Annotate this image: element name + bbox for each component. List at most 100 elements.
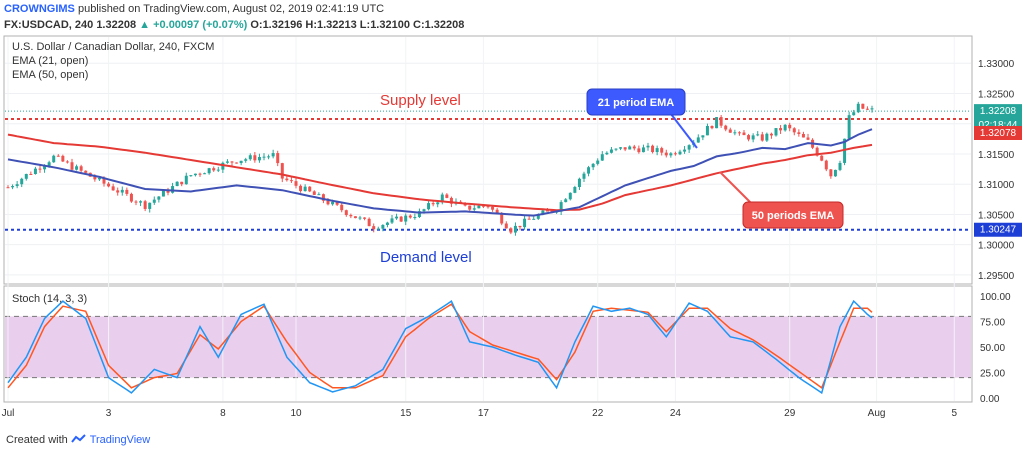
- supply-level-label: Supply level: [380, 92, 461, 109]
- chart-title: U.S. Dollar / Canadian Dollar, 240, FXCM: [12, 41, 214, 53]
- candle-body: [161, 190, 165, 197]
- candle-body: [664, 152, 668, 156]
- candle-body: [349, 215, 353, 217]
- candle-body: [129, 193, 133, 202]
- time-tick-label: 22: [592, 408, 604, 419]
- time-tick-label: 5: [952, 408, 958, 419]
- candle-body: [449, 197, 453, 204]
- candle-body: [363, 217, 367, 219]
- candle-body: [751, 135, 755, 140]
- demand-level-label: Demand level: [380, 249, 472, 266]
- candle-body: [747, 135, 751, 140]
- candle-body: [120, 189, 124, 193]
- candle-body: [806, 137, 810, 140]
- candle-body: [271, 153, 275, 157]
- candle-body: [299, 185, 303, 192]
- candle-body: [111, 186, 115, 191]
- candle-body: [143, 201, 147, 209]
- candle-body: [61, 155, 65, 162]
- candle-body: [696, 137, 700, 143]
- candle-body: [372, 226, 376, 230]
- candle-body: [203, 173, 207, 175]
- ohlc-values: O:1.32196 H:1.32213 L:1.32100 C:1.32208: [250, 19, 465, 31]
- candle-body: [303, 186, 307, 192]
- ema50-line: [7, 133, 873, 212]
- candle-body: [70, 162, 74, 170]
- ema21-legend: EMA (21, open): [12, 55, 88, 67]
- candle-body: [637, 148, 641, 153]
- candle-body: [107, 183, 111, 187]
- candle-body: [760, 134, 764, 141]
- candle-body: [93, 176, 97, 180]
- candle-body: [230, 161, 234, 163]
- candle-body: [56, 155, 60, 157]
- time-tick-label: 8: [220, 408, 226, 419]
- up-arrow-icon: ▲: [139, 19, 151, 31]
- time-tick-label: 10: [290, 408, 302, 419]
- candle-body: [436, 202, 440, 205]
- candle-body: [623, 147, 627, 150]
- candle-body: [257, 156, 261, 161]
- candle-body: [193, 173, 197, 176]
- candle-body: [577, 178, 581, 188]
- candle-body: [399, 216, 403, 222]
- candle-body: [198, 173, 202, 175]
- candle-body: [276, 153, 280, 164]
- candle-body: [175, 181, 179, 187]
- candle-body: [84, 170, 88, 173]
- candle-body: [376, 228, 380, 230]
- candle-body: [833, 169, 837, 177]
- candle-body: [815, 147, 819, 156]
- candle-body: [724, 125, 728, 130]
- supply-price-tag: 1.32078: [974, 125, 1022, 140]
- candle-body: [6, 187, 10, 189]
- candle-body: [495, 209, 499, 214]
- stoch-tick-label: 75.00: [980, 318, 1005, 329]
- candle-body: [500, 213, 504, 224]
- candle-body: [52, 155, 56, 163]
- candle-body: [148, 202, 152, 209]
- candle-body: [331, 201, 335, 205]
- candle-body: [660, 148, 664, 153]
- last-price: 1.32208: [96, 19, 137, 31]
- candle-body: [769, 133, 773, 136]
- candle-body: [715, 117, 719, 129]
- candle-body: [239, 160, 243, 164]
- candle-body: [180, 181, 184, 185]
- candle-body: [102, 177, 106, 184]
- candle-body: [321, 194, 325, 201]
- candle-body: [326, 200, 330, 205]
- svg-text:1.32078: 1.32078: [980, 128, 1017, 139]
- candle-body: [294, 181, 298, 186]
- candle-body: [870, 108, 874, 110]
- candle-body: [491, 206, 495, 210]
- candle-body: [486, 206, 490, 208]
- candle-body: [756, 134, 760, 136]
- candle-body: [532, 218, 536, 220]
- author-name[interactable]: CROWNGIMS: [4, 3, 75, 15]
- stoch-band: [5, 316, 971, 378]
- demand-price-tag: 1.30247: [974, 222, 1022, 237]
- published-text: published on TradingView.com, August 02,…: [77, 3, 385, 15]
- stoch-legend: Stoch (14, 3, 3): [12, 293, 87, 305]
- ema21-callout: 21 period EMA: [586, 88, 698, 149]
- stoch-k-line: [7, 299, 873, 395]
- time-tick-label: 17: [478, 408, 490, 419]
- candle-body: [381, 225, 385, 229]
- candle-body: [518, 225, 522, 228]
- candle-body: [47, 162, 51, 166]
- candle-body: [513, 225, 517, 233]
- candle-body: [628, 146, 632, 150]
- price-chart[interactable]: 1.330001.325001.320001.315001.310001.305…: [0, 34, 1024, 428]
- candle-body: [221, 162, 225, 170]
- price-tick-label: 1.30000: [978, 241, 1015, 252]
- candle-body: [824, 160, 828, 170]
- candle-body: [225, 161, 229, 163]
- candle-body: [267, 156, 271, 158]
- candle-body: [852, 112, 856, 116]
- candle-body: [157, 196, 161, 200]
- candle-body: [235, 162, 239, 164]
- tradingview-brand[interactable]: TradingView: [89, 434, 151, 446]
- candle-body: [43, 165, 47, 170]
- candle-body: [65, 161, 69, 163]
